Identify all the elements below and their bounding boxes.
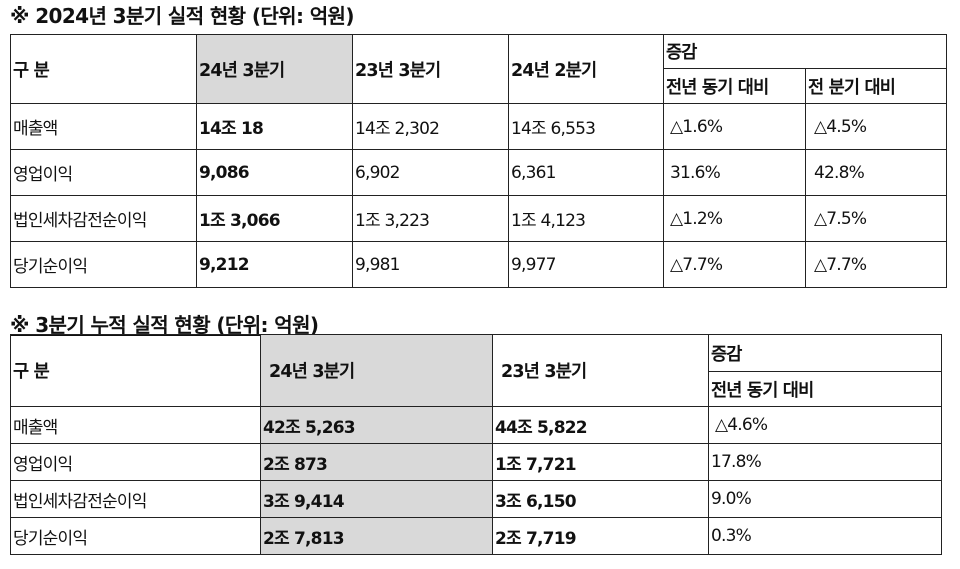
cell-q3-2024: 9,086	[196, 149, 353, 196]
table-header-row: 구 분 24년 3분기 23년 3분기 증감	[10, 334, 942, 407]
header-category: 구 분	[10, 334, 261, 407]
header-q3-2023: 23년 3분기	[352, 34, 509, 104]
cell-q2-2024: 14조 6,553	[508, 103, 664, 150]
header-yoy: 전년 동기 대비	[663, 68, 806, 104]
header-q3-2024: 24년 3분기	[260, 334, 493, 407]
table-row: 법인세차감전순이익 3조 9,414 3조 6,150 9.0%	[10, 480, 942, 518]
cell-qoq: 42.8%	[804, 149, 948, 196]
header-yoy: 전년 동기 대비	[708, 371, 942, 407]
row-label: 법인세차감전순이익	[10, 480, 261, 518]
quarterly-results-table: 구 분 24년 3분기 23년 3분기 24년 2분기 증감 전년 동기 대비 …	[10, 34, 948, 288]
quarterly-results-title: ※ 2024년 3분기 실적 현황 (단위: 억원)	[10, 4, 354, 28]
cell-q3-2024: 1조 3,066	[196, 195, 353, 242]
cell-yoy: 17.8%	[708, 443, 942, 481]
table-row: 영업이익 9,086 6,902 6,361 31.6% 42.8%	[10, 149, 948, 196]
table-row: 당기순이익 9,212 9,981 9,977 △7.7% △7.7%	[10, 241, 948, 288]
row-label: 당기순이익	[10, 517, 261, 555]
cell-q3-2024: 2조 873	[260, 443, 493, 481]
header-change: 증감	[708, 334, 942, 372]
cell-q3-2023: 1조 7,721	[492, 443, 709, 481]
cell-q2-2024: 6,361	[508, 149, 664, 196]
cell-q3-2024: 9,212	[196, 241, 353, 288]
header-qoq: 전 분기 대비	[804, 68, 948, 104]
row-label: 법인세차감전순이익	[10, 195, 197, 242]
table-row: 매출액 14조 18 14조 2,302 14조 6,553 △1.6% △4.…	[10, 103, 948, 150]
cell-qoq: △4.5%	[804, 103, 948, 150]
cell-q2-2024: 9,977	[508, 241, 664, 288]
cell-q3-2024: 2조 7,813	[260, 517, 493, 555]
cell-q3-2023: 2조 7,719	[492, 517, 709, 555]
cell-q3-2023: 9,981	[352, 241, 509, 288]
cumulative-results-title: ※ 3분기 누적 실적 현황 (단위: 억원)	[10, 313, 319, 337]
cell-q2-2024: 1조 4,123	[508, 195, 664, 242]
cell-q3-2023: 3조 6,150	[492, 480, 709, 518]
cell-q3-2024: 3조 9,414	[260, 480, 493, 518]
cell-yoy: 9.0%	[708, 480, 942, 518]
cell-qoq: △7.5%	[804, 195, 948, 242]
header-q3-2023: 23년 3분기	[492, 334, 709, 407]
header-change: 증감	[662, 34, 948, 69]
cell-yoy: △4.6%	[708, 406, 942, 444]
cell-q3-2024: 42조 5,263	[260, 406, 493, 444]
header-q2-2024: 24년 2분기	[508, 34, 664, 104]
cell-q3-2024: 14조 18	[196, 103, 353, 150]
cell-q3-2023: 44조 5,822	[492, 406, 709, 444]
cell-yoy: △1.2%	[663, 195, 806, 242]
cell-q3-2023: 1조 3,223	[352, 195, 509, 242]
header-category: 구 분	[10, 34, 197, 104]
header-q3-2024: 24년 3분기	[196, 34, 353, 104]
row-label: 매출액	[10, 103, 197, 150]
cell-q3-2023: 6,902	[352, 149, 509, 196]
cell-yoy: 0.3%	[708, 517, 942, 555]
table-row: 영업이익 2조 873 1조 7,721 17.8%	[10, 443, 942, 481]
cell-qoq: △7.7%	[804, 241, 948, 288]
row-label: 영업이익	[10, 443, 261, 481]
cell-q3-2023: 14조 2,302	[352, 103, 509, 150]
cumulative-results-table: 구 분 24년 3분기 23년 3분기 증감 전년 동기 대비 매출액 42조 …	[10, 334, 942, 555]
table-row: 매출액 42조 5,263 44조 5,822 △4.6%	[10, 406, 942, 444]
row-label: 매출액	[10, 406, 261, 444]
table-row: 당기순이익 2조 7,813 2조 7,719 0.3%	[10, 517, 942, 555]
row-label: 당기순이익	[10, 241, 197, 288]
cell-yoy: 31.6%	[663, 149, 806, 196]
row-label: 영업이익	[10, 149, 197, 196]
cell-yoy: △7.7%	[663, 241, 806, 288]
table-subheader-row: 전년 동기 대비 전 분기 대비	[11, 68, 948, 104]
table-header-row: 구 분 24년 3분기 23년 3분기 24년 2분기 증감	[10, 34, 948, 104]
table-row: 법인세차감전순이익 1조 3,066 1조 3,223 1조 4,123 △1.…	[10, 195, 948, 242]
cell-yoy: △1.6%	[663, 103, 806, 150]
